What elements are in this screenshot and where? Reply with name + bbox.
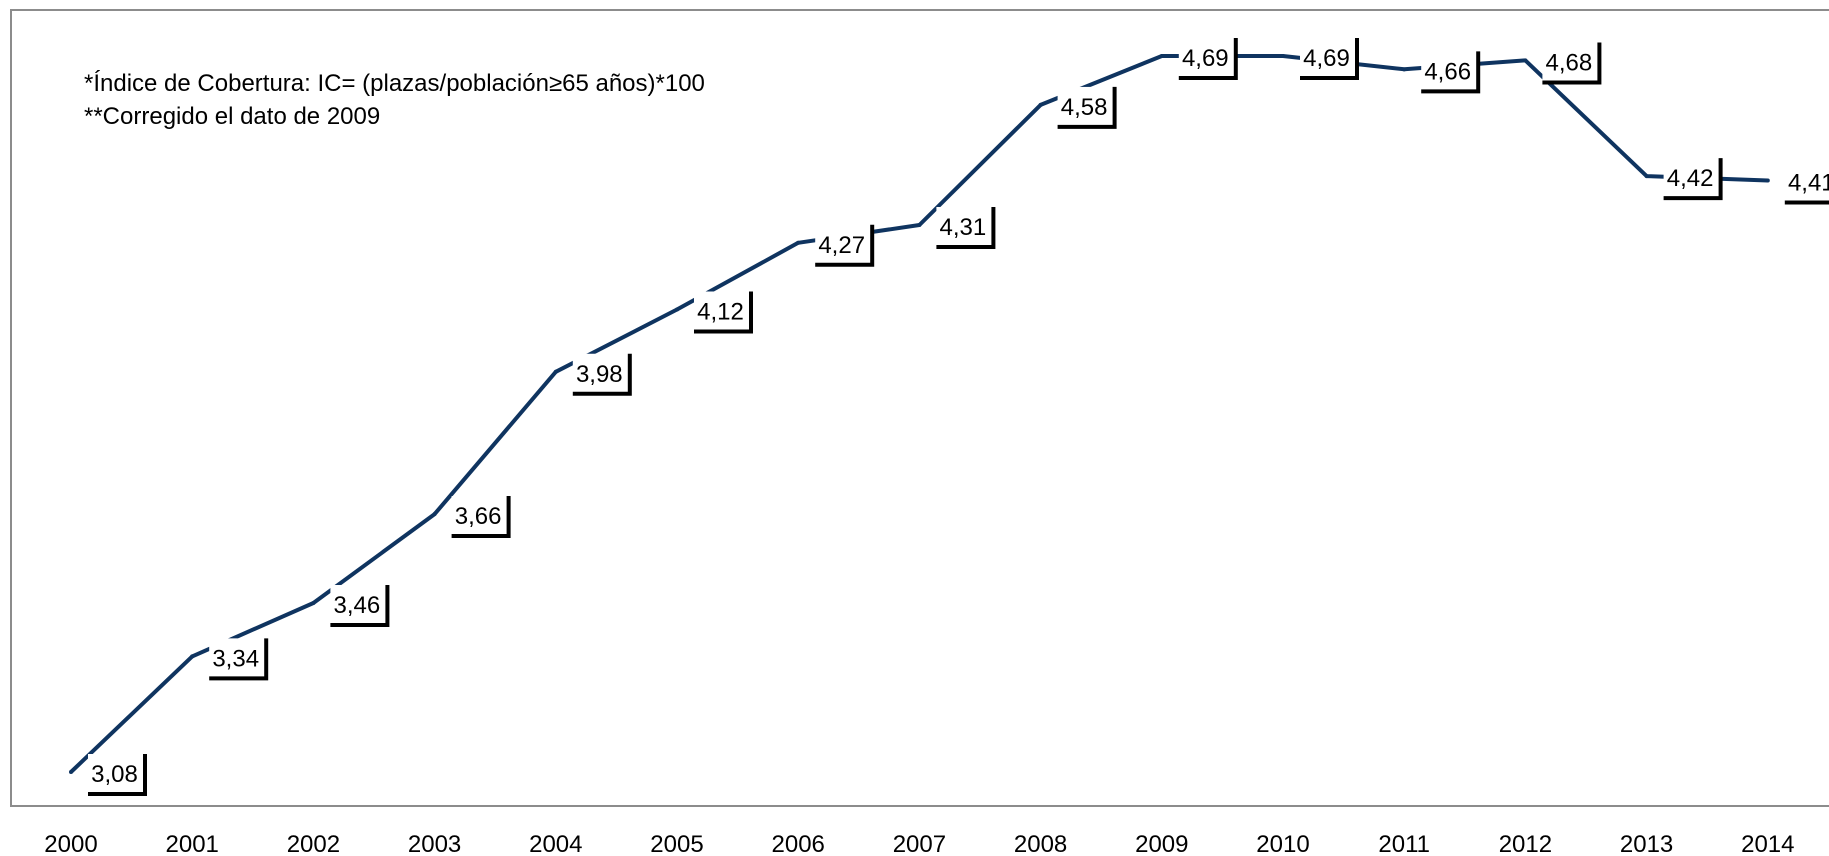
x-tick-label: 2009 [1135,831,1188,856]
data-label: 4,31 [936,206,996,249]
data-label: 3,46 [330,585,390,628]
data-label-shadow [1421,51,1481,94]
data-label-box [936,206,994,247]
data-point [69,770,73,774]
data-label: 4,66 [1421,51,1481,94]
data-label: 4,12 [694,291,753,334]
data-label-box [1421,51,1479,92]
series-line [69,54,1768,774]
data-label-text: 3,46 [334,592,381,619]
data-label-text: 4,41 [1788,170,1829,197]
data-label-text: 4,66 [1424,58,1471,85]
data-label-box [1300,38,1357,78]
x-tick-label: 2014 [1741,831,1794,856]
x-tick-label: 2011 [1378,831,1430,856]
data-label-box [1784,162,1829,203]
data-label-shadow [572,353,632,396]
data-label-box [815,224,873,265]
data-label-box [572,353,630,394]
data-label: 4,69 [1178,38,1238,80]
data-label: 4,27 [815,224,875,267]
x-tick-label: 2007 [893,831,946,856]
data-point [1159,54,1164,58]
data-point [796,240,801,245]
data-label-shadow [330,585,390,628]
data-point [432,512,437,517]
data-label-text: 3,66 [455,503,502,530]
data-point [190,654,195,659]
data-label-text: 4,42 [1667,165,1714,192]
data-label-box [1542,42,1600,83]
x-tick-label: 2001 [166,831,219,856]
data-label-shadow [1178,38,1238,80]
data-label-shadow [88,754,147,796]
data-point [1765,178,1770,183]
data-label-shadow [1542,42,1602,85]
data-point [1281,54,1285,58]
data-label-text: 4,68 [1546,49,1593,76]
x-tick-label: 2006 [772,831,825,856]
data-point [553,369,558,374]
data-label: 3,08 [88,754,147,796]
data-label: 4,68 [1542,42,1602,85]
x-tick-label: 2008 [1014,831,1067,856]
data-label-box [1663,158,1721,199]
data-label-text: 4,69 [1182,45,1229,72]
data-point [1644,174,1649,179]
x-tick-label: 2000 [44,831,97,856]
data-label-box [330,585,388,626]
x-tick-label: 2003 [408,831,461,856]
data-label-box [88,754,145,794]
data-label-text: 4,31 [940,214,987,241]
x-tick-label: 2002 [287,831,340,856]
data-point [675,307,679,312]
data-label-shadow [936,206,996,249]
data-label: 3,98 [572,353,632,396]
data-point [1038,102,1043,107]
data-label: 4,69 [1300,38,1359,80]
correction-note: **Corregido el dato de 2009 [84,103,381,130]
data-label-text: 4,12 [697,298,744,325]
data-label-text: 3,98 [576,361,623,388]
data-label-shadow [1784,200,1829,205]
data-label-box [1057,86,1115,127]
x-tick-label: 2005 [650,831,703,856]
plot-frame [10,9,1829,807]
data-label-shadow [209,638,269,681]
data-label-shadow [1057,86,1117,129]
data-label-text: 3,08 [91,761,138,788]
data-label: 4,58 [1057,86,1117,129]
data-label-text: 4,27 [818,232,865,259]
x-tick-label: 2010 [1256,831,1309,856]
data-label-shadow [1300,38,1359,80]
data-label-shadow [451,496,511,539]
data-label-shadow [694,291,753,334]
data-label-text: 4,58 [1061,94,1108,121]
data-label: 4,42 [1663,158,1723,201]
data-label-text: 3,34 [212,645,259,672]
data-point [311,601,316,606]
x-tick-label: 2012 [1499,831,1552,856]
data-label-box [694,291,751,332]
data-point [1523,58,1528,63]
data-label: 3,34 [209,638,269,681]
data-label-shadow [815,224,875,267]
data-label: 4,41 [1784,162,1829,205]
data-label-text: 4,69 [1303,45,1350,72]
x-tick-label: 2004 [529,831,582,856]
data-label: 3,66 [451,496,511,539]
data-point [1402,67,1407,72]
data-label-box [209,638,267,679]
data-point [917,222,922,227]
coverage-index-note: *Índice de Cobertura: IC= (plazas/poblac… [84,70,705,97]
x-tick-label: 2013 [1620,831,1673,856]
data-label-box [1178,38,1236,78]
data-label-shadow [1663,158,1723,201]
data-label-box [451,496,509,537]
